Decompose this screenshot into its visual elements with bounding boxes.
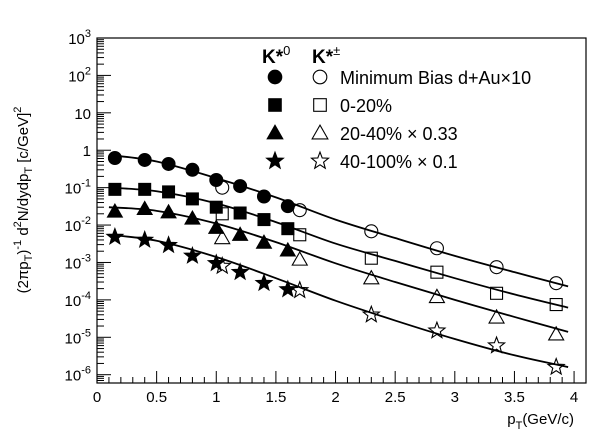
y-tick-label: 10-1 [65, 178, 91, 198]
data-point-kstar0-square [162, 185, 176, 199]
data-point-kstarpm-square [293, 228, 307, 242]
data-point-kstar0-star [230, 262, 250, 281]
y-tick-label: 10-2 [65, 215, 91, 235]
data-point-kstarpm-circle [364, 224, 379, 239]
data-point-kstar0-triangle [207, 219, 225, 234]
x-tick-label: 1 [212, 389, 220, 406]
x-tick-label: 3.5 [504, 389, 525, 406]
x-tick-label: 0 [93, 389, 101, 406]
y-tick-label: 102 [68, 65, 91, 85]
data-point-kstar0-star [182, 245, 202, 264]
data-point-kstarpm-circle [429, 241, 444, 256]
data-point-kstarpm-square [430, 265, 444, 279]
fit-curve-star [108, 233, 569, 368]
data-point-kstar0-star [278, 279, 298, 298]
legend-marker-open-triangle [311, 124, 329, 140]
y-tick-label: 10-6 [65, 365, 91, 385]
data-point-kstar0-star [159, 235, 178, 254]
legend-entry-label: 40-100% × 0.1 [340, 152, 458, 172]
legend-marker-filled-star [265, 150, 285, 170]
x-tick-label: 2.5 [385, 389, 406, 406]
data-point-kstarpm-circle [549, 276, 564, 291]
data-point-kstar0-square [108, 182, 122, 196]
data-point-kstarpm-star [486, 335, 507, 354]
x-axis-label: pT(GeV/c) [507, 411, 574, 432]
x-tick-label: 3 [451, 389, 459, 406]
y-tick-label: 10 [74, 106, 91, 123]
data-point-kstar0-triangle [160, 203, 177, 219]
x-tick-label: 4 [570, 389, 578, 406]
data-point-kstar0-triangle [255, 234, 273, 249]
legend-marker-open-square [313, 98, 327, 112]
data-point-kstar0-circle [185, 162, 200, 177]
data-point-kstarpm-triangle [362, 269, 380, 285]
data-point-kstarpm-circle [292, 203, 307, 218]
y-tick-label: 10-5 [65, 327, 91, 347]
data-point-kstarpm-star [212, 256, 232, 275]
data-point-kstar0-square [233, 206, 247, 220]
data-point-kstarpm-square [364, 251, 378, 265]
fit-curve-triangle [108, 206, 569, 333]
legend-header-kstarpm: K*± [312, 43, 340, 68]
legend-marker-open-star [310, 150, 330, 170]
y-axis-label: (2πpT)-1 d2N/dydpT [c/GeV]2 [12, 107, 35, 294]
data-point-kstarpm-star [290, 280, 310, 299]
data-point-kstar0-triangle [231, 226, 249, 241]
data-point-kstar0-square [138, 182, 152, 196]
data-point-kstar0-square [281, 222, 295, 236]
x-tick-label: 1.5 [265, 389, 286, 406]
data-point-kstar0-circle [256, 189, 271, 204]
data-point-kstar0-triangle [136, 200, 154, 216]
data-point-kstar0-star [105, 227, 125, 246]
data-point-kstar0-circle [137, 152, 152, 167]
legend-marker-open-circle [312, 69, 328, 85]
x-tick-label: 2 [331, 389, 339, 406]
data-point-kstarpm-circle [215, 180, 230, 195]
data-point-kstarpm-triangle [291, 250, 309, 266]
legend-entry-label: Minimum Bias d+Au×10 [340, 68, 531, 88]
legend-marker-filled-square [268, 98, 282, 112]
data-point-kstarpm-star [427, 320, 447, 339]
data-point-kstarpm-circle [489, 260, 504, 275]
data-point-kstar0-star [254, 273, 274, 292]
y-tick-label: 1 [83, 143, 91, 160]
data-point-kstarpm-triangle [213, 229, 231, 245]
data-point-kstar0-circle [161, 156, 176, 171]
legend-entry-label: 20-40% × 0.33 [340, 124, 458, 144]
data-point-kstar0-triangle [279, 241, 297, 257]
y-tick-label: 10-3 [65, 252, 91, 272]
data-point-kstar0-square [185, 192, 199, 206]
data-point-kstar0-triangle [184, 209, 201, 225]
legend-marker-filled-triangle [266, 124, 284, 140]
data-point-kstar0-square [257, 213, 271, 227]
y-tick-label: 10-4 [65, 290, 91, 310]
legend-header-kstar0: K*0 [262, 43, 290, 68]
data-point-kstar0-star [135, 230, 155, 248]
data-point-kstarpm-star [361, 304, 381, 323]
data-point-kstarpm-triangle [428, 288, 446, 304]
data-point-kstarpm-triangle [488, 308, 505, 324]
data-point-kstarpm-square [489, 286, 504, 300]
data-point-kstarpm-star [546, 356, 566, 376]
data-point-kstar0-star [206, 253, 226, 272]
x-tick-label: 0.5 [146, 389, 167, 406]
data-point-kstarpm-square [215, 207, 229, 221]
data-point-kstarpm-triangle [547, 325, 565, 341]
legend-marker-filled-circle [267, 69, 283, 85]
data-point-kstar0-circle [107, 151, 122, 166]
plot-frame [96, 37, 587, 384]
data-point-kstarpm-square [549, 298, 563, 312]
fit-curve-circle [108, 154, 569, 288]
data-point-kstar0-circle [280, 199, 295, 214]
data-point-kstar0-triangle [106, 203, 124, 218]
y-tick-label: 103 [68, 28, 91, 48]
data-point-kstar0-circle [233, 179, 248, 194]
fit-curve-square [108, 186, 569, 309]
legend-entry-label: 0-20% [340, 96, 392, 116]
